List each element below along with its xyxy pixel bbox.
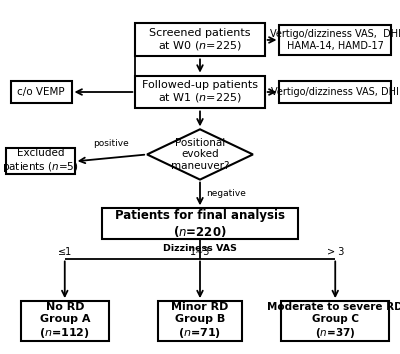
Polygon shape xyxy=(147,129,253,179)
Text: Vertigo/dizziness VAS,  DHI
HAMA-14, HAMD-17: Vertigo/dizziness VAS, DHI HAMA-14, HAMD… xyxy=(270,29,400,51)
Text: ≤1: ≤1 xyxy=(58,247,72,257)
Text: 1∼3: 1∼3 xyxy=(190,247,210,257)
Text: Dizziness VAS: Dizziness VAS xyxy=(163,244,237,253)
FancyBboxPatch shape xyxy=(279,25,391,55)
FancyBboxPatch shape xyxy=(6,148,75,175)
Text: Minor RD
Group B
($n$=71): Minor RD Group B ($n$=71) xyxy=(171,302,229,340)
Text: Positional
evoked
maneuver?: Positional evoked maneuver? xyxy=(171,138,229,171)
Text: Followed-up patients
at W1 ($n$=225): Followed-up patients at W1 ($n$=225) xyxy=(142,80,258,104)
FancyBboxPatch shape xyxy=(102,208,298,239)
Text: Screened patients
at W0 ($n$=225): Screened patients at W0 ($n$=225) xyxy=(149,28,251,52)
Text: > 3: > 3 xyxy=(326,247,344,257)
FancyBboxPatch shape xyxy=(11,81,72,103)
Text: Patients for final analysis
($n$=220): Patients for final analysis ($n$=220) xyxy=(115,209,285,239)
Text: negative: negative xyxy=(206,189,246,198)
FancyBboxPatch shape xyxy=(281,301,389,341)
FancyBboxPatch shape xyxy=(135,75,265,108)
Text: Excluded
patients ($n$=5): Excluded patients ($n$=5) xyxy=(2,148,79,175)
Text: c/o VEMP: c/o VEMP xyxy=(18,87,65,97)
FancyBboxPatch shape xyxy=(279,81,391,103)
FancyBboxPatch shape xyxy=(158,301,242,341)
Text: Vertigo/dizziness VAS, DHI: Vertigo/dizziness VAS, DHI xyxy=(271,87,399,97)
Text: positive: positive xyxy=(93,139,129,148)
Text: Moderate to severe RD
Group C
($n$=37): Moderate to severe RD Group C ($n$=37) xyxy=(267,302,400,340)
FancyBboxPatch shape xyxy=(21,301,109,341)
Text: No RD
Group A
($n$=112): No RD Group A ($n$=112) xyxy=(39,302,90,340)
FancyBboxPatch shape xyxy=(135,23,265,56)
